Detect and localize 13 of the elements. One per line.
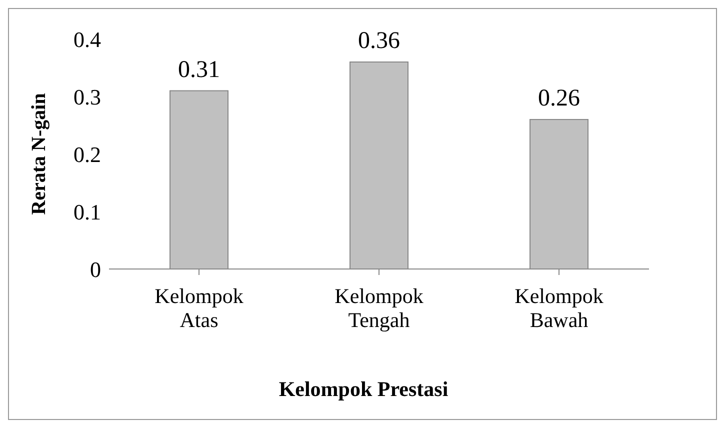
x-tick-label: Kelompok Atas (154, 284, 244, 332)
y-tick-label: 0.3 (74, 84, 101, 110)
x-axis-title: Kelompok Prestasi (278, 377, 450, 402)
data-label: 0.36 (358, 28, 400, 54)
data-label: 0.26 (538, 86, 580, 112)
y-axis-title: Rerata N-gain (28, 93, 50, 215)
y-tick-label: 0.1 (74, 199, 101, 224)
x-tick-label: Kelompok Bawah (514, 284, 604, 332)
x-tick-label: Kelompok Tengah (334, 284, 424, 332)
y-tick-label: 0.2 (74, 142, 101, 167)
y-tick-label: 0 (90, 256, 101, 282)
y-tick-label: 0.4 (74, 26, 101, 52)
data-label: 0.31 (178, 56, 220, 83)
